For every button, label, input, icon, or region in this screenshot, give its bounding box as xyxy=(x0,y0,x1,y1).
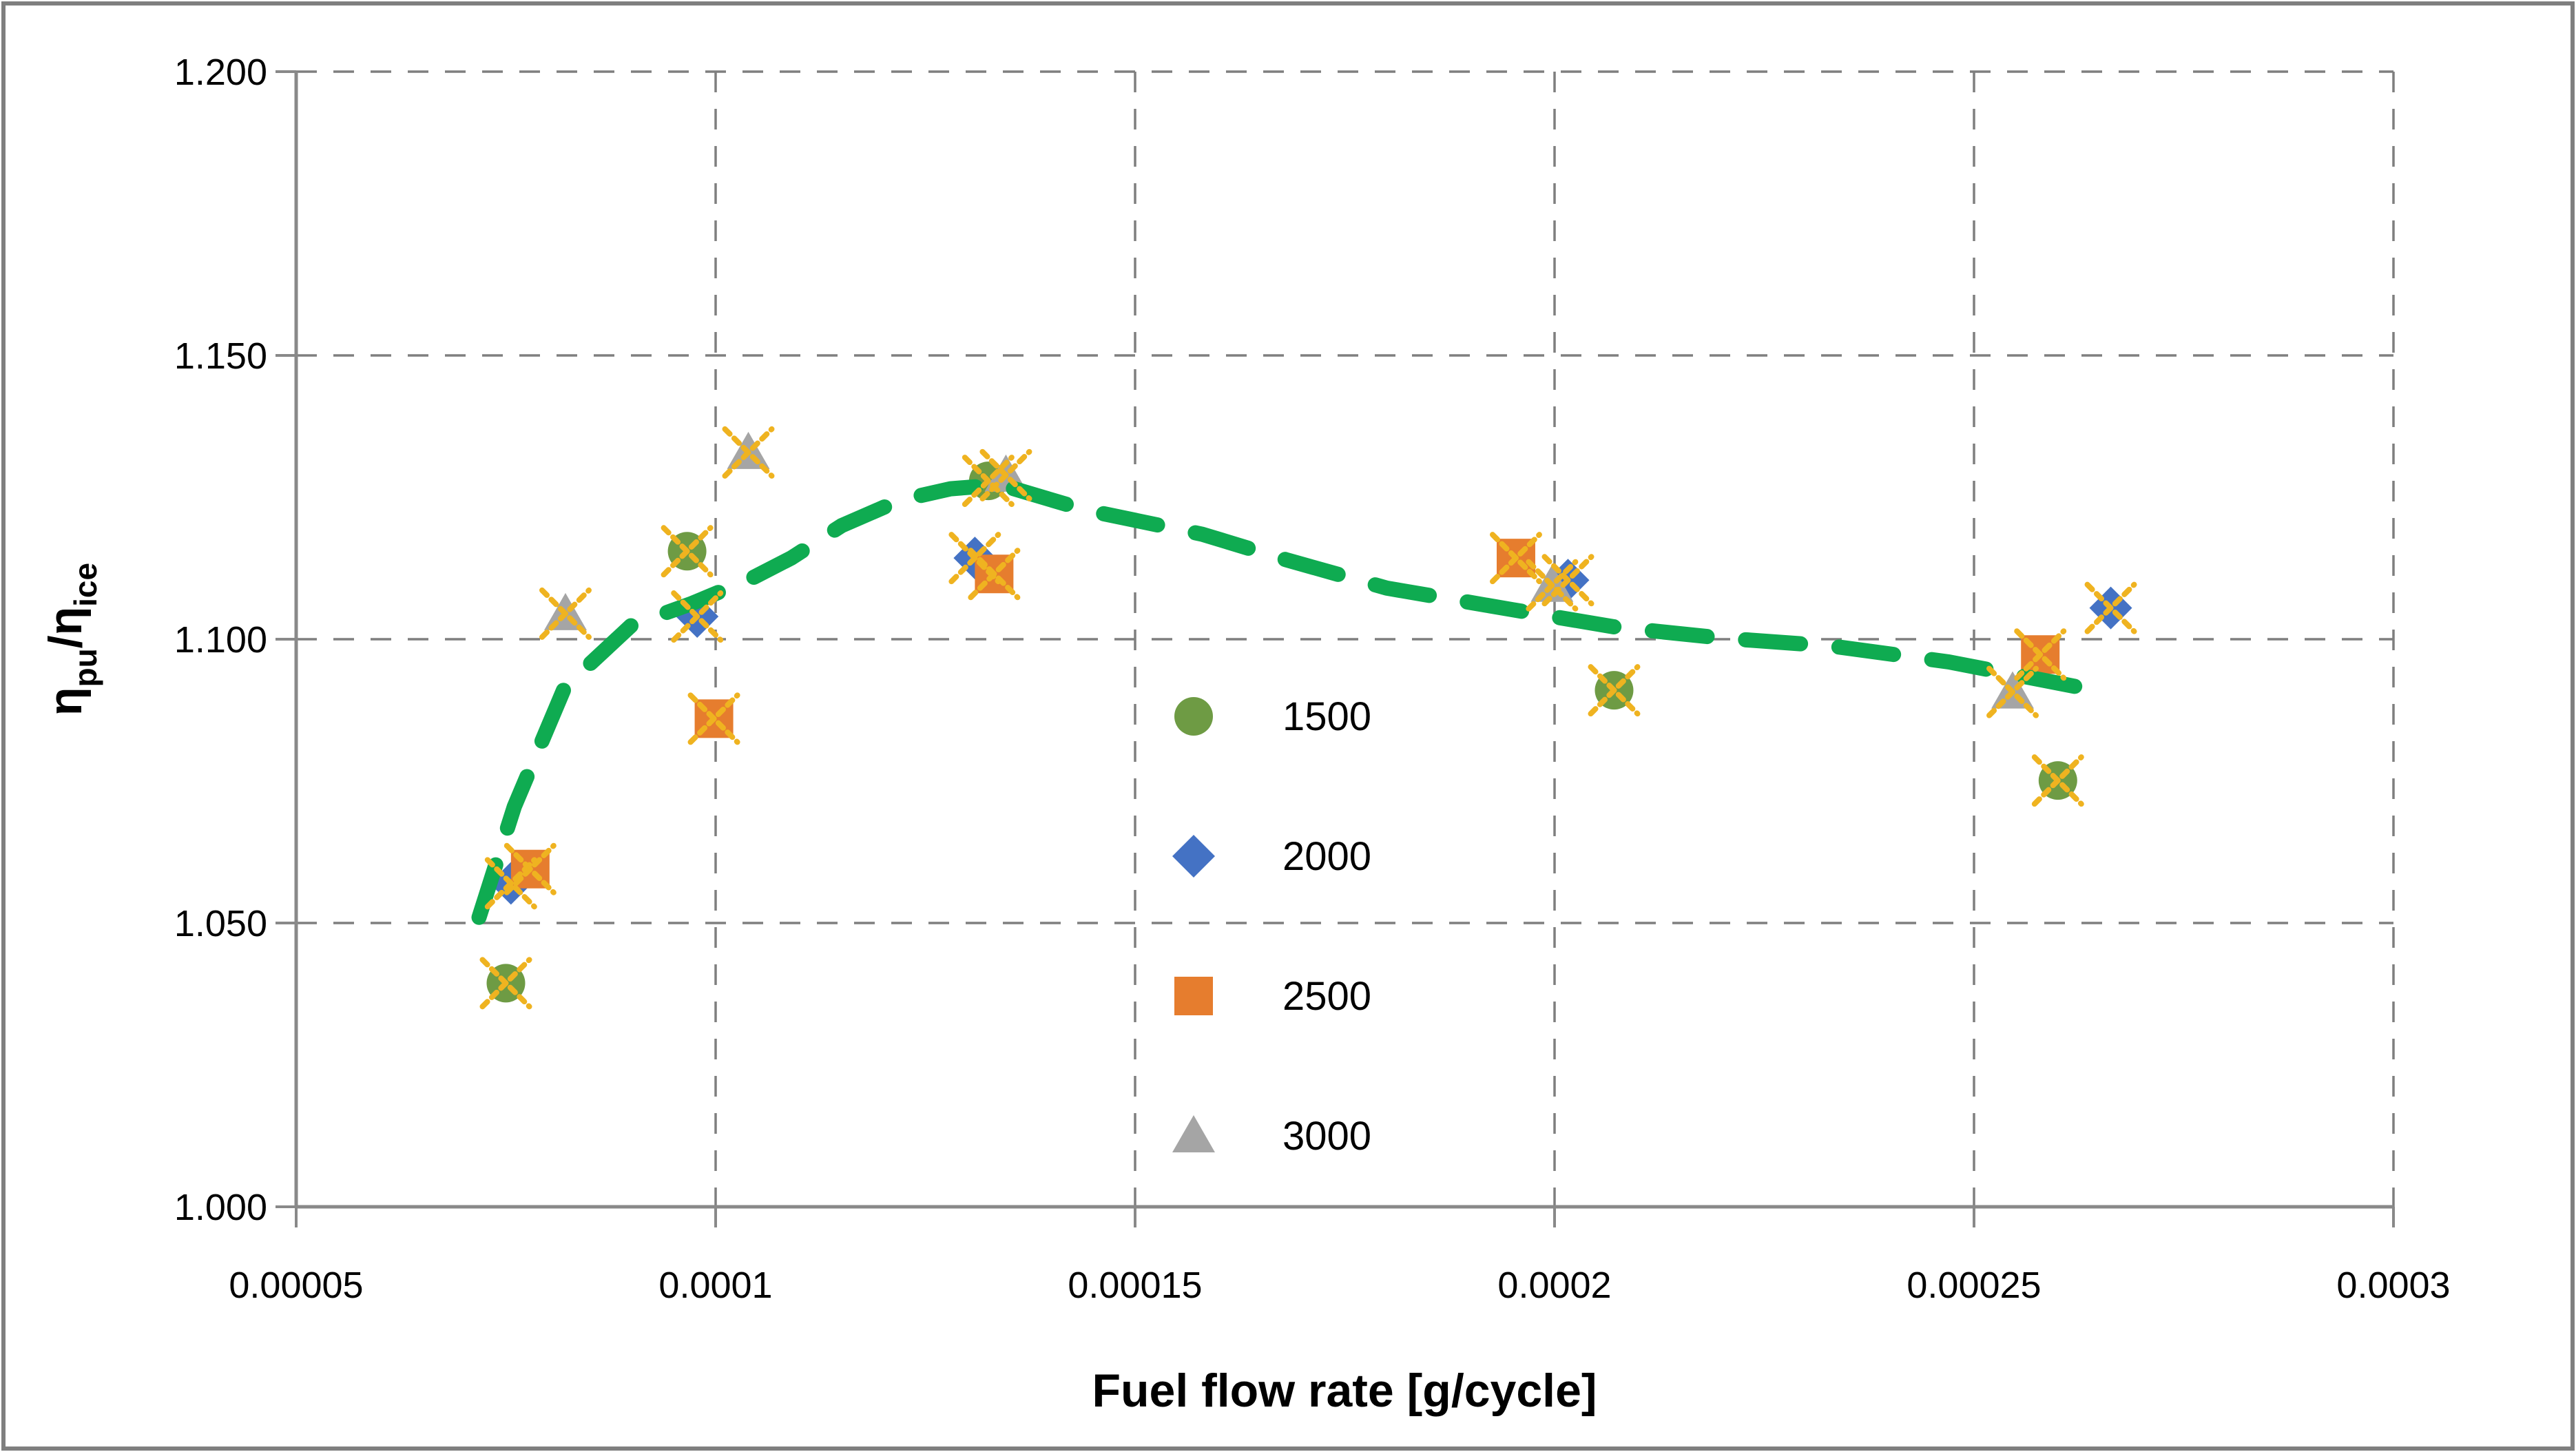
x-mark xyxy=(948,532,1001,585)
x-mark xyxy=(2014,628,2067,681)
x-tick-label: 0.0002 xyxy=(1497,1265,1611,1306)
x-mark xyxy=(1588,664,1641,717)
x-mark xyxy=(1541,554,1595,607)
x-mark xyxy=(962,455,1015,508)
x-mark xyxy=(479,957,532,1010)
x-tick-label: 0.00005 xyxy=(229,1265,363,1306)
legend-label-3000: 3000 xyxy=(1282,1114,1371,1159)
x-tick-label: 0.00015 xyxy=(1068,1265,1202,1306)
x-mark xyxy=(503,842,557,895)
y-tick-label: 1.150 xyxy=(174,335,267,377)
y-tick-label: 1.100 xyxy=(174,619,267,661)
x-mark xyxy=(1526,559,1579,612)
x-mark xyxy=(722,426,775,479)
x-tick-label: 0.0003 xyxy=(2336,1265,2450,1306)
x-mark xyxy=(671,590,724,643)
x-tick-label: 0.00025 xyxy=(1907,1265,2041,1306)
x-mark xyxy=(968,548,1021,601)
x-mark xyxy=(539,587,592,640)
legend-marker-1500 xyxy=(1174,697,1213,736)
y-axis-title: ηpu/ηice xyxy=(39,563,103,716)
x-mark xyxy=(687,692,740,745)
y-tick-label: 1.050 xyxy=(174,903,267,944)
legend-marker-2500 xyxy=(1174,977,1213,1015)
x-mark xyxy=(2084,581,2137,634)
x-axis-title: Fuel flow rate [g/cycle] xyxy=(1092,1365,1597,1417)
x-mark xyxy=(1986,665,2039,718)
x-mark xyxy=(1489,532,1542,585)
legend-marker-3000 xyxy=(1172,1115,1215,1152)
y-tick-label: 1.000 xyxy=(174,1187,267,1228)
legend-label-2000: 2000 xyxy=(1282,834,1371,879)
x-mark xyxy=(2031,754,2084,807)
y-tick-label: 1.200 xyxy=(174,52,267,93)
legend-marker-2000 xyxy=(1172,835,1215,878)
x-mark xyxy=(979,448,1032,501)
legend-label-2500: 2500 xyxy=(1282,974,1371,1019)
trendline xyxy=(471,477,2083,925)
legend-label-1500: 1500 xyxy=(1282,694,1371,739)
x-mark xyxy=(661,525,714,578)
x-tick-label: 0.0001 xyxy=(658,1265,772,1306)
